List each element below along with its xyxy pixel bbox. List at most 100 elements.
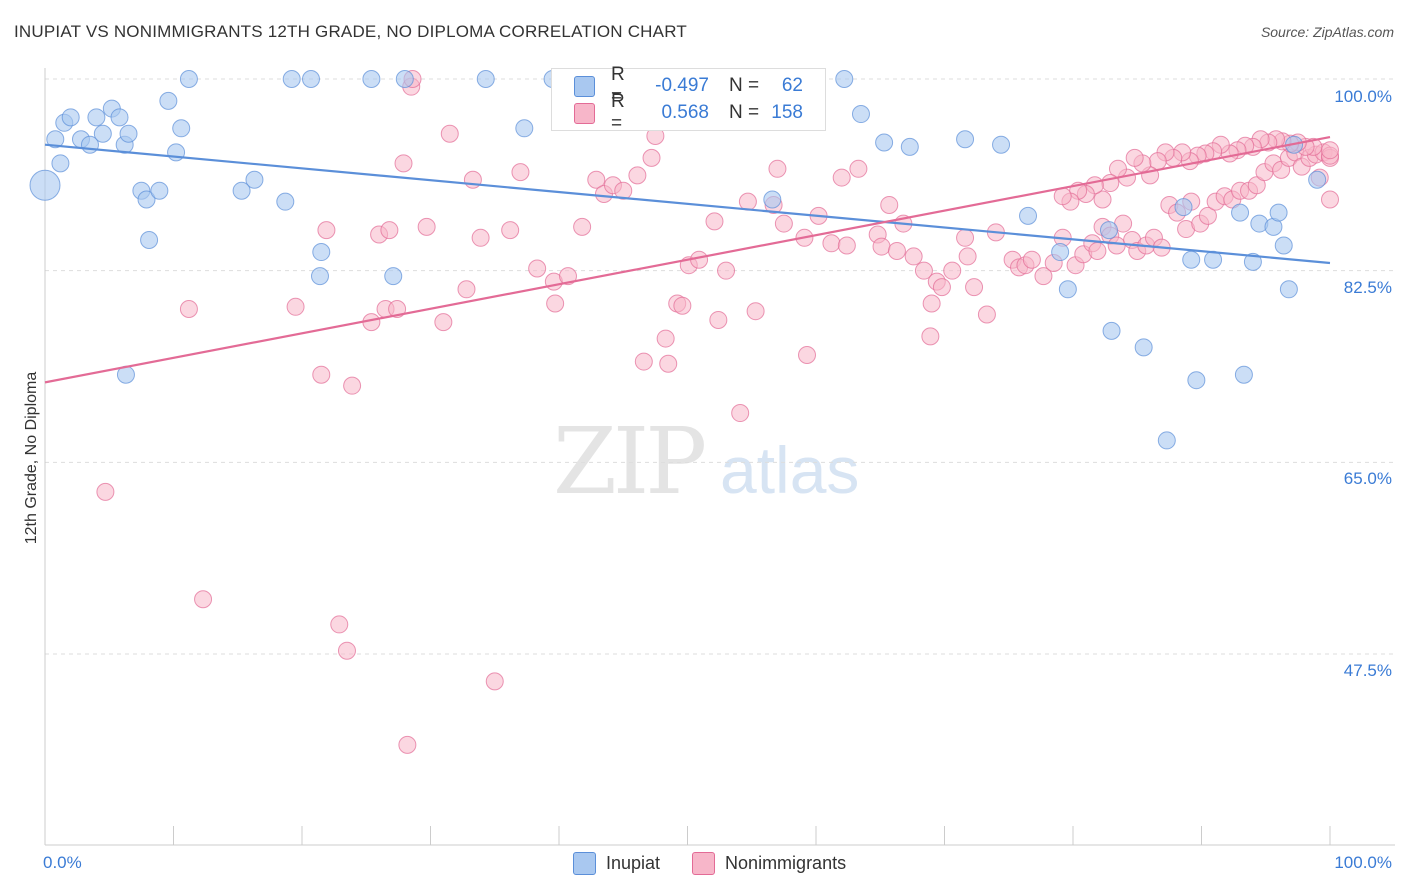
x-tick-label-max: 100.0% bbox=[1334, 853, 1392, 872]
data-point bbox=[471, 228, 490, 247]
data-point bbox=[440, 124, 459, 143]
r-value-inupiat: -0.497 bbox=[655, 75, 709, 96]
legend-row-nonimmigrants: R = 0.568 N = 158 bbox=[574, 91, 803, 134]
data-point bbox=[528, 259, 547, 278]
data-point bbox=[140, 231, 159, 249]
data-point bbox=[977, 305, 996, 324]
data-point bbox=[587, 170, 606, 189]
data-point bbox=[1308, 170, 1327, 189]
data-point bbox=[394, 154, 413, 173]
r-label: R = bbox=[611, 64, 625, 107]
data-point bbox=[900, 137, 919, 156]
data-point bbox=[546, 294, 565, 313]
data-point bbox=[992, 135, 1011, 154]
y-axis-title: 12th Grade, No Diploma bbox=[23, 371, 40, 545]
data-point bbox=[46, 130, 65, 149]
data-point bbox=[921, 327, 940, 346]
data-point bbox=[1174, 198, 1193, 217]
data-point bbox=[434, 313, 453, 332]
data-point bbox=[384, 267, 403, 286]
data-point bbox=[1107, 236, 1126, 255]
nonimmigrants-points bbox=[96, 70, 1339, 754]
data-point bbox=[179, 300, 198, 318]
data-point bbox=[768, 159, 787, 178]
data-point bbox=[956, 228, 975, 247]
data-point bbox=[417, 217, 436, 236]
x-tick-label-min: 0.0% bbox=[43, 853, 82, 872]
data-point bbox=[837, 236, 856, 255]
data-point bbox=[110, 108, 129, 127]
data-point bbox=[96, 482, 115, 501]
data-point bbox=[330, 615, 349, 634]
data-point bbox=[673, 296, 692, 315]
data-point bbox=[956, 130, 975, 149]
data-point bbox=[1022, 250, 1041, 269]
data-point bbox=[172, 119, 191, 138]
data-point bbox=[398, 735, 417, 754]
data-point bbox=[317, 221, 336, 240]
data-point bbox=[1157, 431, 1176, 450]
y-tick-label: 82.5% bbox=[1343, 278, 1392, 297]
data-point bbox=[774, 214, 793, 233]
data-point bbox=[1243, 252, 1262, 271]
data-point bbox=[1321, 141, 1339, 160]
data-point bbox=[457, 280, 476, 299]
watermark-atlas: atlas bbox=[720, 433, 860, 507]
source-label: Source: ZipAtlas.com bbox=[1260, 24, 1394, 40]
data-point bbox=[194, 590, 213, 609]
data-point bbox=[875, 133, 894, 152]
data-point bbox=[511, 163, 530, 182]
data-point bbox=[1088, 241, 1107, 260]
chart-title: INUPIAT VS NONIMMIGRANTS 12TH GRADE, NO … bbox=[14, 22, 687, 41]
data-point bbox=[1198, 206, 1217, 225]
y-tick-label: 100.0% bbox=[1334, 87, 1392, 106]
data-point bbox=[904, 247, 923, 266]
data-point bbox=[835, 70, 854, 88]
legend-label-inupiat: Inupiat bbox=[606, 853, 661, 873]
data-point bbox=[312, 243, 331, 262]
data-point bbox=[1187, 371, 1206, 390]
data-point bbox=[1051, 243, 1070, 262]
inupiat-legend-swatch bbox=[573, 852, 596, 875]
data-point bbox=[150, 181, 169, 200]
data-point bbox=[1134, 338, 1153, 357]
r-label: R = bbox=[611, 91, 625, 134]
data-point bbox=[29, 169, 61, 201]
n-label: N = bbox=[729, 102, 760, 123]
data-point bbox=[614, 181, 633, 200]
data-point bbox=[558, 267, 577, 286]
legend-row-inupiat: R = -0.497 N = 62 bbox=[574, 64, 803, 107]
data-point bbox=[395, 70, 414, 88]
data-point bbox=[137, 190, 156, 209]
data-point bbox=[343, 376, 362, 395]
data-point bbox=[476, 70, 495, 88]
data-point bbox=[914, 261, 933, 280]
data-point bbox=[51, 154, 70, 173]
data-point bbox=[958, 247, 977, 266]
data-point bbox=[501, 221, 520, 240]
data-point bbox=[849, 159, 868, 178]
data-point bbox=[822, 234, 841, 253]
data-point bbox=[880, 195, 899, 214]
data-point bbox=[1269, 203, 1288, 222]
trend-line bbox=[44, 143, 1331, 265]
data-point bbox=[709, 310, 728, 329]
data-point bbox=[1279, 280, 1298, 299]
data-point bbox=[301, 70, 320, 88]
data-point bbox=[832, 168, 851, 187]
stats-legend: R = -0.497 N = 62 R = 0.568 N = 158 bbox=[551, 64, 826, 134]
data-point bbox=[87, 108, 106, 127]
data-point bbox=[634, 352, 653, 371]
data-point bbox=[515, 119, 534, 138]
trend-line bbox=[44, 135, 1331, 384]
inupiat-swatch bbox=[574, 75, 595, 97]
data-point bbox=[965, 278, 984, 297]
data-point bbox=[1231, 203, 1250, 222]
data-point bbox=[282, 70, 301, 88]
data-point bbox=[337, 641, 356, 660]
n-value-nonimmigrants: 158 bbox=[771, 102, 803, 123]
y-tick-label: 65.0% bbox=[1343, 469, 1392, 488]
data-point bbox=[362, 70, 381, 88]
data-point bbox=[159, 91, 178, 110]
r-value-nonimmigrants: 0.568 bbox=[661, 102, 709, 123]
